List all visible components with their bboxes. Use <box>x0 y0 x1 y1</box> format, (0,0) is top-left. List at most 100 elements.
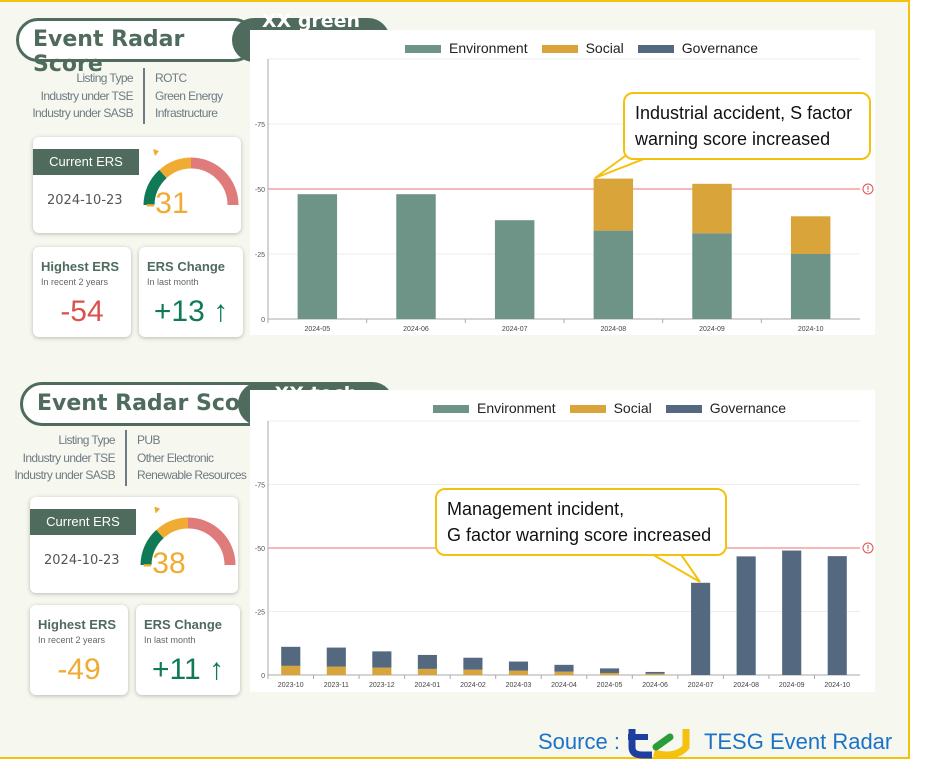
x-tick-label: 2024-04 <box>551 682 577 689</box>
callout-line: warning score increased <box>635 129 831 149</box>
info-label: Listing Type <box>76 71 133 85</box>
warning-icon-glyph: ! <box>867 185 870 194</box>
bar-governance <box>736 556 756 675</box>
y-tick-label: 0 <box>261 673 265 680</box>
source-attribution: Source : TESG Event Radar <box>538 725 892 759</box>
x-tick-label: 2024-07 <box>502 326 528 333</box>
y-tick-label: -75 <box>255 483 265 490</box>
legend-label: Social <box>585 40 624 56</box>
company-panel: Event Radar Score XX tech com. Listing T… <box>0 360 910 720</box>
info-labels: Listing Type Industry under TSE Industry u… <box>14 432 115 485</box>
bar-social <box>281 665 301 675</box>
section-title: Event Radar Score <box>16 18 256 77</box>
highest-ers-subtitle: In recent 2 years <box>38 635 106 645</box>
y-tick-label: 0 <box>261 317 265 324</box>
info-divider <box>143 68 145 124</box>
legend-item-governance[interactable]: Governance <box>665 400 787 416</box>
bar-governance <box>645 671 665 674</box>
legend-label: Governance <box>709 400 787 416</box>
x-tick-label: 2024-06 <box>403 326 429 333</box>
x-tick-label: 2024-01 <box>415 682 441 689</box>
x-tick-label: 2024-02 <box>460 682 486 689</box>
x-tick-label: 2024-07 <box>688 682 714 689</box>
y-tick-label: -50 <box>255 546 265 553</box>
company-panel: Event Radar Score XX green energy com. L… <box>0 0 910 360</box>
bar-social <box>692 183 732 234</box>
warning-icon <box>862 542 874 554</box>
gauge-pointer-icon <box>153 149 159 156</box>
gauge-pointer-icon <box>154 507 161 514</box>
bar-environment <box>396 194 436 319</box>
ers-change-title: ERS Change <box>144 617 223 632</box>
bar-environment <box>790 254 831 319</box>
legend-swatch <box>433 405 469 414</box>
ers-gauge <box>140 507 236 566</box>
warning-icon <box>862 183 874 195</box>
legend-label: Environment <box>449 40 528 56</box>
company-info: Listing Type Industry under TSE Industry u… <box>0 430 250 488</box>
ers-bar-chart: 0 -25 -50 -75! 2023-10 2023-11 2023-12 2024-01 2… <box>250 390 875 692</box>
info-label: Industry under TSE <box>40 88 134 103</box>
y-tick-label: -50 <box>255 187 265 194</box>
x-tick-label: 2024-09 <box>779 682 805 689</box>
x-tick-label: 2024-03 <box>506 682 532 689</box>
tesg-logo-icon <box>627 729 690 759</box>
chart-legend: Environment Social Governance <box>433 400 786 416</box>
legend-item-governance[interactable]: Governance <box>637 40 759 56</box>
current-ers-date: 2024-10-23 <box>44 553 120 568</box>
ers-bar-chart: 0 -25 -50 -75! 2024-05 2024-06 2024-07 2024-08 2… <box>250 30 875 335</box>
ers-change-card: ERS Change In last month +13 ↑ <box>139 247 243 337</box>
source-label: Source : <box>538 729 620 754</box>
x-tick-label: 2024-08 <box>600 326 626 333</box>
current-ers-value: -31 <box>145 187 189 220</box>
bar-social <box>417 668 437 675</box>
info-value: Green Energy <box>155 88 223 103</box>
bar-governance <box>417 654 437 669</box>
event-callout: Management incident, G factor warning sc… <box>435 488 727 556</box>
bar-social <box>372 667 392 675</box>
legend-swatch <box>405 45 441 54</box>
legend-item-environment[interactable]: Environment <box>433 400 556 416</box>
legend-item-social[interactable]: Social <box>541 40 624 56</box>
gauge-red-segment <box>190 157 239 206</box>
legend-label: Environment <box>477 400 556 416</box>
event-callout: Industrial accident, S factor warning sc… <box>623 92 871 160</box>
highest-ers-title: Highest ERS <box>41 259 120 274</box>
highest-ers-value: -49 <box>57 653 101 686</box>
callout-line: G factor warning score increased <box>447 525 712 545</box>
info-labels: Listing Type Industry under TSE Industry u… <box>32 70 133 123</box>
company-info: Listing Type Industry under TSE Industry u… <box>0 68 250 126</box>
legend-item-environment[interactable]: Environment <box>405 40 528 56</box>
legend-swatch <box>637 45 674 54</box>
bar-environment <box>297 194 338 319</box>
bar-social <box>326 666 346 675</box>
current-ers-date: 2024-10-23 <box>47 193 123 208</box>
warning-icon-glyph: ! <box>867 544 870 553</box>
info-value: PUB <box>137 433 160 447</box>
highest-ers-subtitle: In recent 2 years <box>41 277 109 287</box>
x-tick-label: 2024-05 <box>304 326 330 333</box>
chart-plot: 0 -25 -50 -75! 2024-05 2024-06 2024-07 2024-08 2… <box>255 58 874 333</box>
x-tick-label: 2024-10 <box>798 326 824 333</box>
callout-line: Industrial accident, S factor <box>635 103 853 123</box>
x-tick-label: 2023-12 <box>369 682 395 689</box>
bar-social <box>790 216 831 254</box>
x-tick-label: 2024-09 <box>699 326 725 333</box>
y-tick-label: -25 <box>255 610 265 617</box>
bar-social <box>554 671 574 675</box>
info-value: Infrastructure <box>155 106 218 120</box>
info-label: Industry under SASB <box>32 106 133 120</box>
bar-governance <box>782 550 802 675</box>
highest-ers-value: -54 <box>60 295 104 328</box>
y-tick-label: -25 <box>255 252 265 259</box>
ers-change-subtitle: In last month <box>147 277 199 287</box>
legend-item-social[interactable]: Social <box>569 400 652 416</box>
legend-label: Governance <box>681 40 759 56</box>
legend-label: Social <box>613 400 652 416</box>
highest-ers-card: Highest ERS In recent 2 years -49 <box>30 605 128 695</box>
bar-environment <box>692 233 732 319</box>
legend-swatch <box>569 405 606 414</box>
bar-social <box>593 178 634 231</box>
info-values: ROTC Green Energy Infrastructure <box>155 70 223 123</box>
current-ers-value: -38 <box>142 547 186 580</box>
